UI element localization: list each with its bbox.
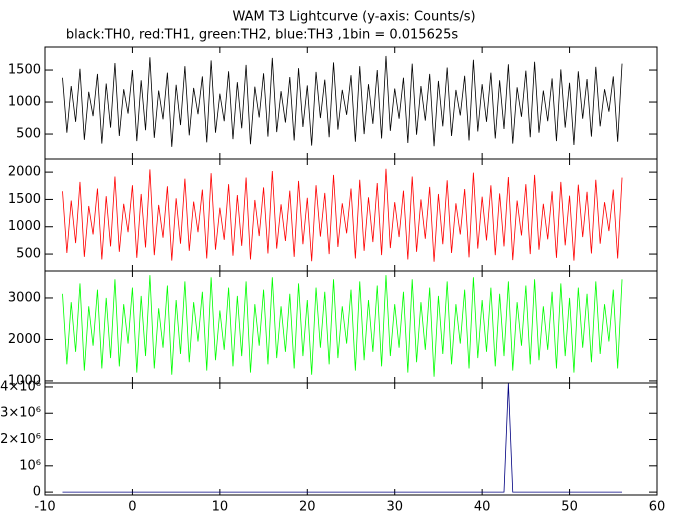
y-tick-label: 2000 — [8, 165, 41, 180]
y-tick-label: 2×10⁶ — [0, 432, 41, 447]
y-tick-label: 3×10⁶ — [0, 406, 41, 421]
x-tick-label: 0 — [128, 500, 136, 515]
y-tick-label: 1000 — [8, 219, 41, 234]
x-tick-label: 20 — [299, 500, 316, 515]
panel-frame — [44, 382, 658, 496]
x-tick-label: 60 — [649, 500, 666, 515]
y-tick-label: 1000 — [8, 373, 41, 388]
y-tick-label: 2000 — [8, 332, 41, 347]
y-tick-label: 500 — [16, 127, 41, 142]
y-tick-label: 0 — [33, 485, 41, 500]
data-line — [62, 383, 623, 493]
chart-subtitle: black:TH0, red:TH1, green:TH2, blue:TH3 … — [66, 28, 459, 43]
y-tick-label: 1500 — [8, 192, 41, 207]
y-tick-label: 4×10⁶ — [0, 379, 41, 394]
data-line — [62, 275, 623, 377]
x-tick-label: 50 — [561, 500, 578, 515]
chart-title: WAM T3 Lightcurve (y-axis: Counts/s) — [232, 10, 475, 25]
y-tick-label: 1500 — [8, 63, 41, 78]
y-tick-label: 10⁶ — [19, 458, 41, 473]
y-tick-label: 500 — [16, 247, 41, 262]
x-tick-label: 30 — [386, 500, 403, 515]
x-tick-label: 10 — [212, 500, 229, 515]
data-line — [62, 168, 623, 262]
panel-frame — [44, 46, 658, 160]
y-tick-label: 3000 — [8, 290, 41, 305]
data-line — [62, 55, 623, 147]
y-tick-label: 1000 — [8, 95, 41, 110]
x-tick-label: 40 — [474, 500, 491, 515]
x-tick-label: -10 — [34, 500, 55, 515]
